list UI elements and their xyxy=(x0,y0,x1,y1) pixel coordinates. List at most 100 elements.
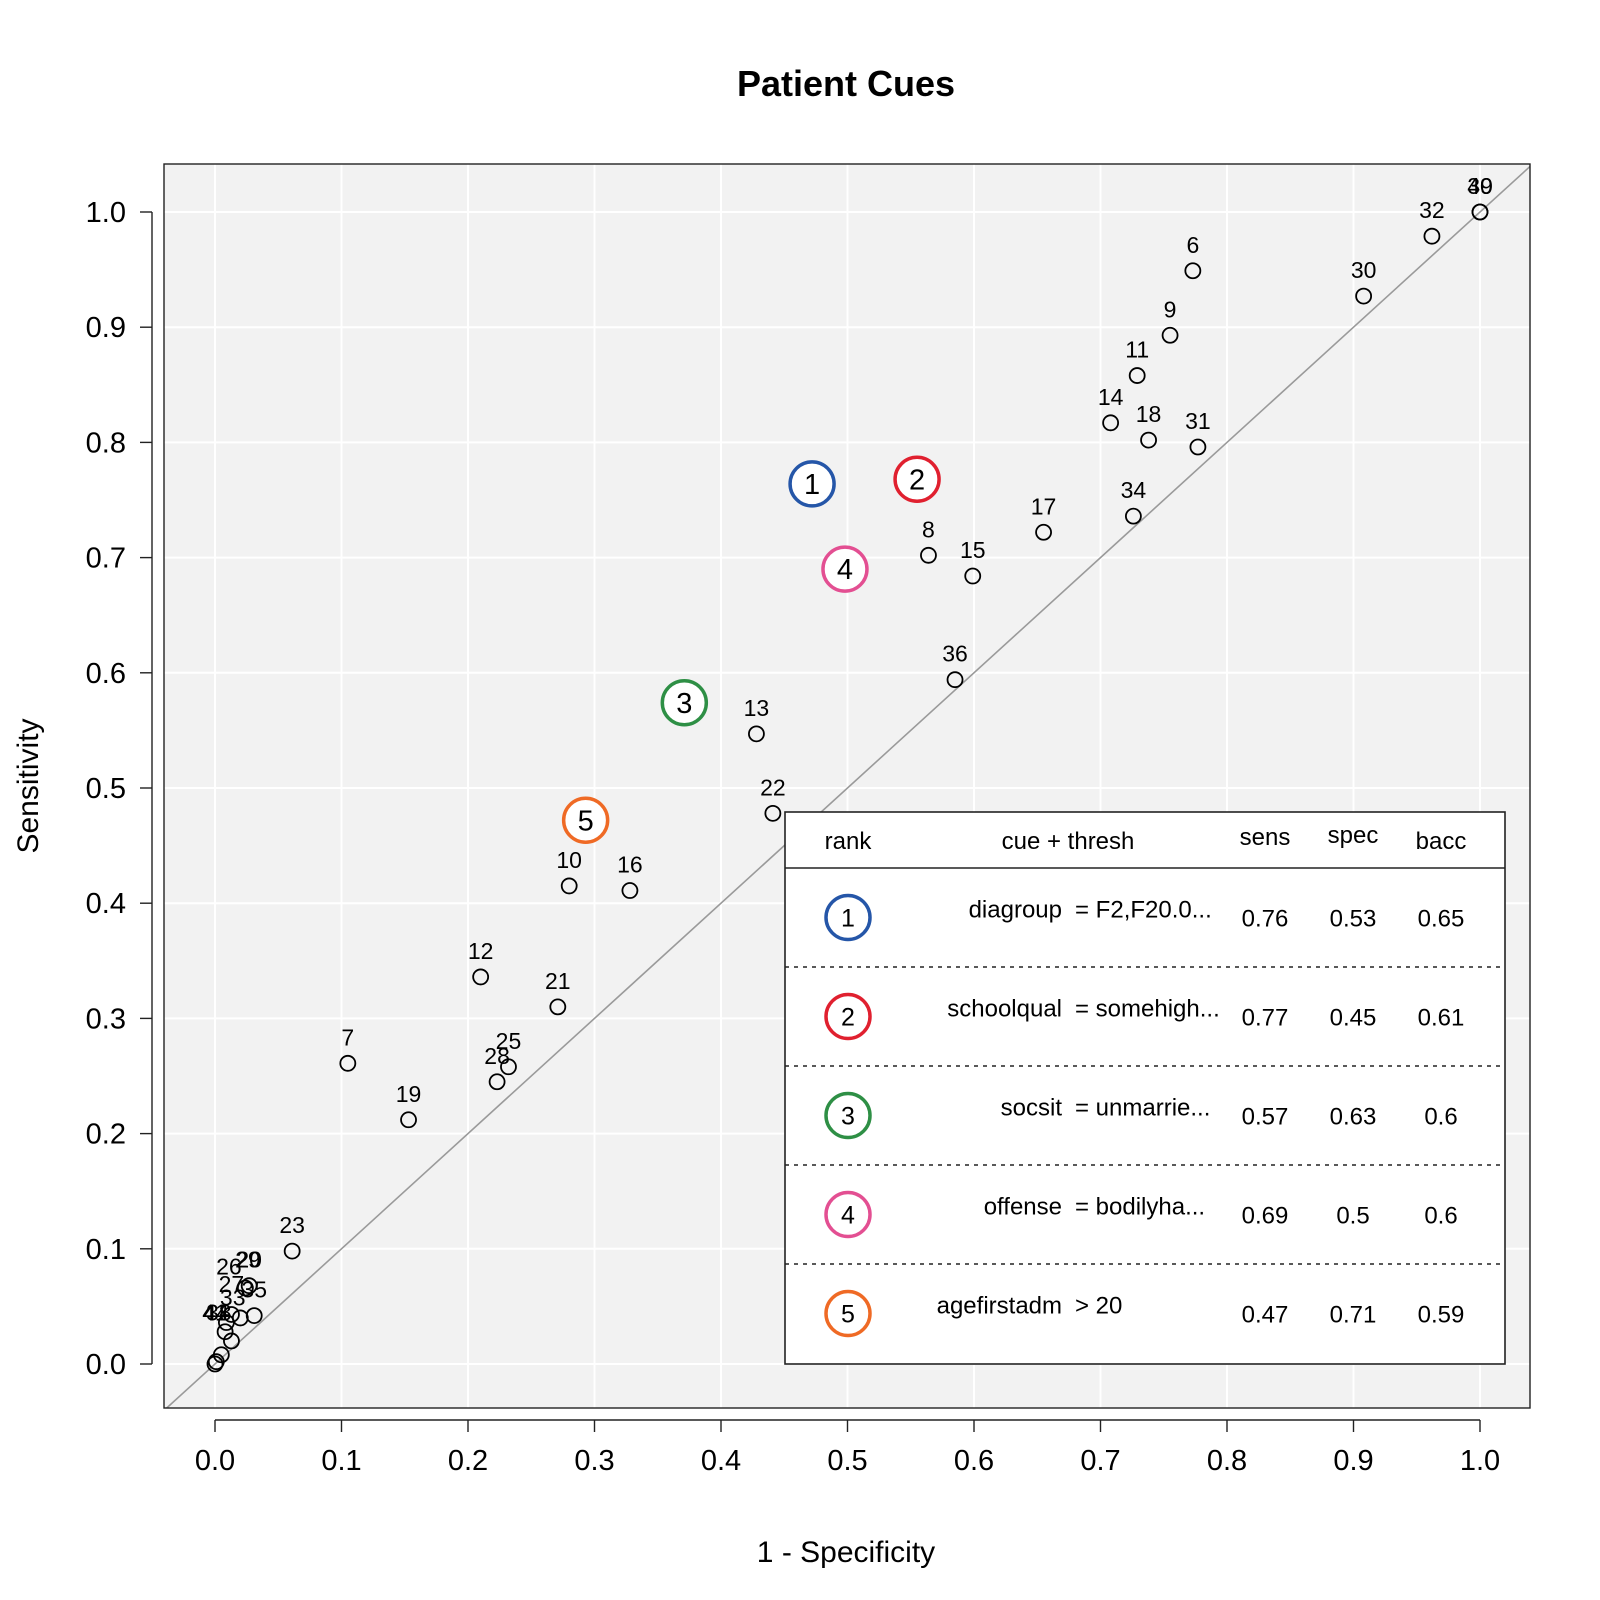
cue-points xyxy=(206,203,1489,1373)
y-axis-label: Sensitivity xyxy=(12,718,45,853)
legend-rank-marker xyxy=(824,1289,872,1338)
cue-point-label: 38 xyxy=(206,1300,232,1326)
legend-rank-marker xyxy=(824,1091,872,1140)
y-tick-label: 0.6 xyxy=(86,658,126,690)
cue-point-label: 6 xyxy=(1186,232,1199,258)
y-tick-label: 1.0 xyxy=(86,197,126,229)
cue-point-label: 29 xyxy=(235,1247,261,1273)
x-axis-label: 1 - Specificity xyxy=(757,1536,935,1569)
cue-point-label: 9 xyxy=(1164,296,1177,322)
legend-header-rank: rank xyxy=(825,828,873,855)
cue-point-label: 34 xyxy=(1121,477,1147,503)
legend-bacc-value: 0.61 xyxy=(1418,1005,1465,1032)
cue-point-label: 32 xyxy=(1419,197,1445,223)
y-axis: 0.0 0.1 0.2 0.3 0.4 0.5 0.6 0.7 0.8 0.9 1.0 xyxy=(86,197,153,1381)
legend-spec-value: 0.71 xyxy=(1330,1302,1377,1329)
x-axis: 0.0 0.1 0.2 0.3 0.4 0.5 0.6 0.7 0.8 0.9 1.0 xyxy=(195,1419,1500,1477)
legend-rank-marker xyxy=(824,893,872,942)
cue-point xyxy=(1102,414,1120,432)
legend-sens-value: 0.57 xyxy=(1242,1104,1289,1131)
legend-cue-name: agefirstadm xyxy=(937,1293,1062,1320)
legend-rank-marker xyxy=(824,992,872,1041)
cue-point xyxy=(1189,438,1207,456)
cue-point-label: 14 xyxy=(1098,384,1124,410)
legend-cue-threshold: = somehigh... xyxy=(1075,996,1220,1023)
cue-point-label: 18 xyxy=(1136,401,1162,427)
cue-point-label: 44 xyxy=(203,1300,229,1326)
cue-point-label: 39 xyxy=(1467,173,1493,199)
legend-sens-value: 0.47 xyxy=(1242,1302,1289,1329)
x-tick-label: 0.7 xyxy=(1080,1445,1120,1477)
legend-spec-value: 0.63 xyxy=(1330,1104,1377,1131)
cue-point xyxy=(1471,203,1489,221)
cue-point-label: 21 xyxy=(545,968,571,994)
cue-point-label: 7 xyxy=(341,1024,354,1050)
cue-point xyxy=(1128,367,1146,384)
legend-cue-threshold: = F2,F20.0... xyxy=(1075,897,1212,924)
legend-rank-label: 4 xyxy=(841,1202,855,1230)
cue-point-label: 36 xyxy=(942,641,968,667)
legend-bacc-value: 0.6 xyxy=(1424,1203,1457,1230)
legend-table: rank cue + thresh sens spec bacc 1 diagro… xyxy=(784,811,1506,1365)
cue-point xyxy=(223,1306,240,1323)
x-tick-label: 0.5 xyxy=(827,1445,867,1477)
legend-cue-name: schoolqual xyxy=(947,996,1062,1023)
legend-rank-label: 3 xyxy=(841,1103,855,1131)
cue-point-label: 25 xyxy=(496,1028,522,1054)
cue-point-label: 33 xyxy=(220,1285,246,1311)
cue-point xyxy=(1161,326,1179,344)
cue-point-label: 31 xyxy=(1185,408,1211,434)
cue-point-label: 10 xyxy=(556,847,582,873)
legend-cue-threshold: = bodilyha... xyxy=(1075,1194,1205,1221)
legend-header-spec: spec xyxy=(1328,822,1379,849)
cue-point xyxy=(1124,507,1142,525)
cue-point-label: 11 xyxy=(1125,337,1149,363)
y-tick-label: 0.2 xyxy=(86,1119,126,1151)
top-cue-marker-5 xyxy=(561,796,610,845)
cue-point xyxy=(472,968,490,986)
cue-point xyxy=(1035,523,1052,541)
legend-rank-label: 1 xyxy=(841,905,855,933)
legend-row-3: 3 socsit = unmarrie... 0.57 0.63 0.6 xyxy=(785,1065,1505,1140)
legend-row-1: 1 diagroup = F2,F20.0... 0.76 0.53 0.65 xyxy=(824,893,1465,942)
x-tick-label: 0.9 xyxy=(1333,1445,1373,1477)
x-tick-label: 1.0 xyxy=(1460,1445,1500,1477)
legend-row-4: 4 offense = bodilyha... 0.69 0.5 0.6 xyxy=(785,1164,1505,1239)
top-cue-markers: 1 2 3 4 5 xyxy=(561,455,941,845)
legend-rows: 1 diagroup = F2,F20.0... 0.76 0.53 0.652 schoo… xyxy=(785,893,1505,1338)
cue-point xyxy=(1423,227,1441,245)
chart-title: Patient Cues xyxy=(737,63,955,104)
legend-cue-name: offense xyxy=(984,1194,1062,1221)
top-cue-rank-label: 2 xyxy=(909,464,925,496)
cue-point xyxy=(748,725,765,743)
top-cue-marker-4 xyxy=(821,545,869,593)
y-tick-label: 0.4 xyxy=(86,888,126,920)
cue-point xyxy=(240,1277,258,1295)
x-tick-label: 0.2 xyxy=(448,1445,488,1477)
legend-sens-value: 0.77 xyxy=(1242,1005,1289,1032)
y-tick-label: 0.9 xyxy=(86,312,126,344)
legend-spec-value: 0.53 xyxy=(1330,906,1377,933)
x-tick-label: 0.0 xyxy=(195,1445,235,1477)
cue-point xyxy=(920,546,937,564)
cue-point xyxy=(500,1058,517,1076)
y-tick-label: 0.7 xyxy=(86,543,126,575)
cue-point-label: 13 xyxy=(744,695,770,721)
top-cue-marker-2 xyxy=(893,455,941,504)
legend-cue-name: diagroup xyxy=(969,897,1062,924)
legend-spec-value: 0.45 xyxy=(1330,1005,1377,1032)
cue-point xyxy=(1184,262,1202,280)
cue-point-label: 41 xyxy=(202,1300,228,1326)
x-tick-label: 0.8 xyxy=(1207,1445,1247,1477)
cue-point-label: 15 xyxy=(960,537,986,563)
y-tick-label: 0.5 xyxy=(86,773,126,805)
cue-point xyxy=(216,1323,234,1341)
cue-point-label: 30 xyxy=(1351,257,1377,283)
legend-row-5: 5 agefirstadm > 20 0.47 0.71 0.59 xyxy=(785,1263,1505,1338)
legend-bacc-value: 0.65 xyxy=(1418,906,1465,933)
cue-point-label: 23 xyxy=(279,1212,305,1238)
legend-rank-label: 5 xyxy=(841,1301,855,1329)
cue-point xyxy=(560,877,578,895)
y-tick-label: 0.1 xyxy=(86,1234,126,1266)
